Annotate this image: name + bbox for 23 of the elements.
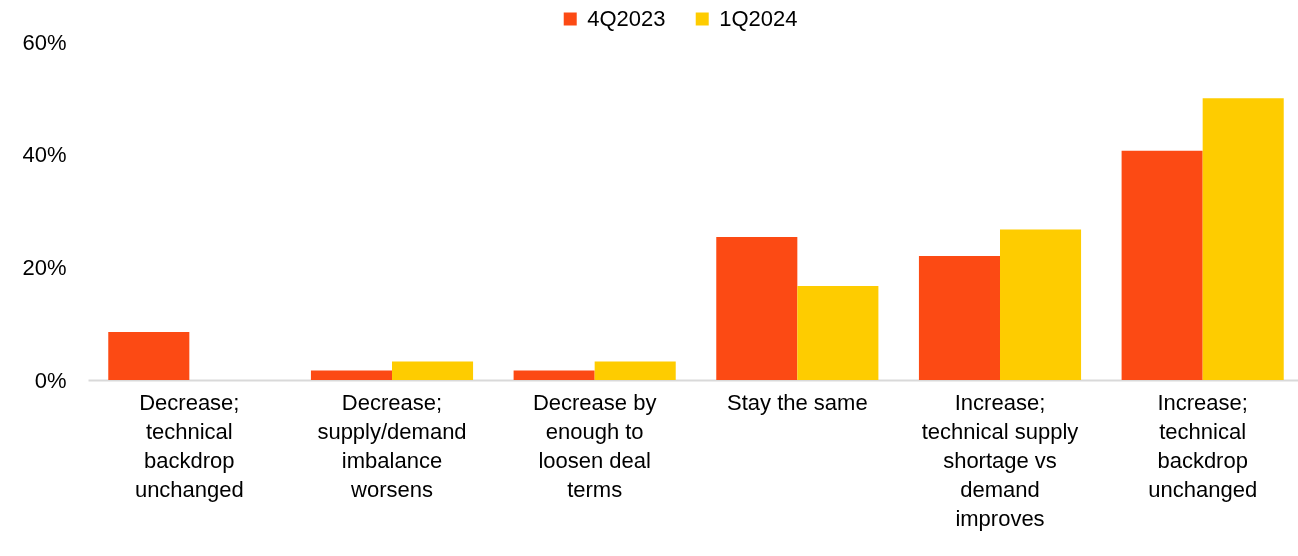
y-tick-label: 20%	[22, 254, 67, 280]
x-tick-label: Increase; technical supply shortage vs demand improves	[921, 389, 1079, 531]
bar	[716, 236, 798, 380]
bar	[392, 361, 474, 380]
bar	[1202, 98, 1284, 380]
x-tick-label: Decrease; technical backdrop unchanged	[134, 389, 244, 502]
x-tick-label: Decrease; supply/demand imbalance worsens	[317, 389, 467, 502]
x-tick-label: Decrease by enough to loosen deal terms	[532, 389, 657, 502]
y-tick-label: 0%	[34, 367, 67, 393]
bar	[797, 285, 879, 380]
x-tick-label: Stay the same	[727, 389, 868, 415]
bar	[594, 361, 676, 380]
bar	[108, 332, 190, 380]
bar	[918, 256, 1000, 380]
y-tick-label: 40%	[22, 142, 67, 168]
bar	[1121, 150, 1203, 380]
legend-label: 4Q2023	[587, 6, 666, 31]
legend-label: 1Q2024	[719, 6, 798, 31]
bar	[513, 370, 595, 380]
x-tick-label: Increase; technical backdrop unchanged	[1148, 389, 1258, 502]
bar	[310, 370, 392, 380]
y-tick-label: 60%	[22, 29, 67, 55]
bar	[1000, 229, 1082, 380]
